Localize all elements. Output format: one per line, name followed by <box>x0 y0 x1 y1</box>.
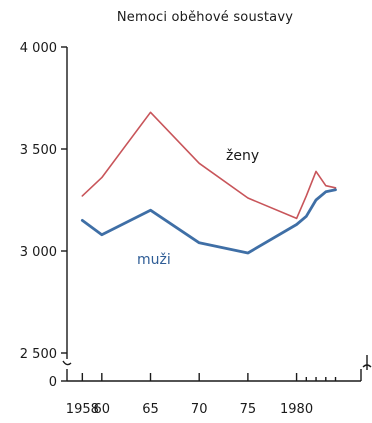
y-tick-label: 0 <box>49 375 57 390</box>
series-line-zeny <box>81 111 337 220</box>
x-tick-label: 75 <box>240 402 257 417</box>
x-axis-break <box>362 364 372 368</box>
x-tick-label: 1980 <box>280 402 313 417</box>
y-tick-label: 3 000 <box>20 245 57 260</box>
series-labels: ženy muži <box>137 148 259 268</box>
series-label-zeny: ženy <box>226 148 259 164</box>
y-tick-label: 2 500 <box>20 347 57 362</box>
x-tick-label: 70 <box>191 402 208 417</box>
y-tick-label: 4 000 <box>20 41 57 56</box>
x-tick-label: 1958 <box>66 402 99 417</box>
series-label-muzi: muži <box>137 252 171 268</box>
series-line-muzi <box>80 188 337 255</box>
chart-title: Nemoci oběhové soustavy <box>117 10 293 25</box>
y-tick-label: 3 500 <box>20 143 57 158</box>
x-tick-label: 65 <box>142 402 159 417</box>
series-lines <box>80 111 337 255</box>
x-tick-label: 60 <box>94 402 111 417</box>
y-axis-break <box>62 360 72 366</box>
